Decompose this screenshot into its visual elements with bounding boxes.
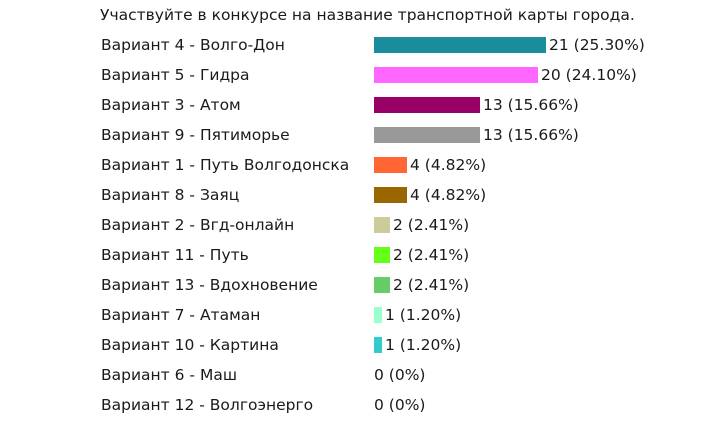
- result-row: Вариант 5 - Гидра 20 (24.10%): [0, 60, 707, 90]
- option-label: Вариант 4 - Волго-Дон: [101, 36, 285, 54]
- option-label: Вариант 12 - Волгоэнерго: [101, 396, 314, 414]
- option-label: Вариант 13 - Вдохновение: [101, 276, 318, 294]
- vote-count: 4 (4.82%): [410, 186, 487, 204]
- result-row: Вариант 6 - Маш 0 (0%): [0, 360, 707, 390]
- vote-count: 2 (2.41%): [393, 216, 470, 234]
- result-bar: [374, 157, 407, 173]
- result-row: Вариант 11 - Путь 2 (2.41%): [0, 240, 707, 270]
- option-label: Вариант 6 - Маш: [101, 366, 237, 384]
- option-label: Вариант 10 - Картина: [101, 336, 279, 354]
- result-row: Вариант 7 - Атаман 1 (1.20%): [0, 300, 707, 330]
- option-label: Вариант 2 - Вгд-онлайн: [101, 216, 295, 234]
- vote-count: 2 (2.41%): [393, 276, 470, 294]
- result-row: Вариант 4 - Волго-Дон 21 (25.30%): [0, 30, 707, 60]
- result-bar: [374, 127, 480, 143]
- vote-count: 1 (1.20%): [385, 306, 462, 324]
- option-label: Вариант 3 - Атом: [101, 96, 241, 114]
- result-row: Вариант 12 - Волгоэнерго 0 (0%): [0, 390, 707, 420]
- vote-count: 20 (24.10%): [541, 66, 637, 84]
- vote-count: 1 (1.20%): [385, 336, 462, 354]
- vote-count: 0 (0%): [374, 396, 426, 414]
- option-label: Вариант 5 - Гидра: [101, 66, 250, 84]
- result-bar: [374, 337, 382, 353]
- vote-count: 4 (4.82%): [410, 156, 487, 174]
- result-row: Вариант 13 - Вдохновение 2 (2.41%): [0, 270, 707, 300]
- option-label: Вариант 1 - Путь Волгодонска: [101, 156, 350, 174]
- vote-count: 21 (25.30%): [549, 36, 645, 54]
- result-bar: [374, 277, 390, 293]
- option-label: Вариант 9 - Пятиморье: [101, 126, 290, 144]
- vote-count: 2 (2.41%): [393, 246, 470, 264]
- option-label: Вариант 7 - Атаман: [101, 306, 261, 324]
- result-bar: [374, 37, 546, 53]
- result-bar: [374, 187, 407, 203]
- result-bar: [374, 217, 390, 233]
- option-label: Вариант 11 - Путь: [101, 246, 249, 264]
- result-row: Вариант 1 - Путь Волгодонска 4 (4.82%): [0, 150, 707, 180]
- result-bar: [374, 67, 538, 83]
- poll-title: Участвуйте в конкурсе на название трансп…: [100, 6, 635, 24]
- result-row: Вариант 8 - Заяц 4 (4.82%): [0, 180, 707, 210]
- result-bar: [374, 247, 390, 263]
- result-row: Вариант 3 - Атом 13 (15.66%): [0, 90, 707, 120]
- result-row: Вариант 10 - Картина 1 (1.20%): [0, 330, 707, 360]
- result-bar: [374, 97, 480, 113]
- vote-count: 13 (15.66%): [483, 126, 579, 144]
- option-label: Вариант 8 - Заяц: [101, 186, 240, 204]
- vote-count: 13 (15.66%): [483, 96, 579, 114]
- vote-count: 0 (0%): [374, 366, 426, 384]
- result-row: Вариант 2 - Вгд-онлайн 2 (2.41%): [0, 210, 707, 240]
- result-row: Вариант 9 - Пятиморье 13 (15.66%): [0, 120, 707, 150]
- result-bar: [374, 307, 382, 323]
